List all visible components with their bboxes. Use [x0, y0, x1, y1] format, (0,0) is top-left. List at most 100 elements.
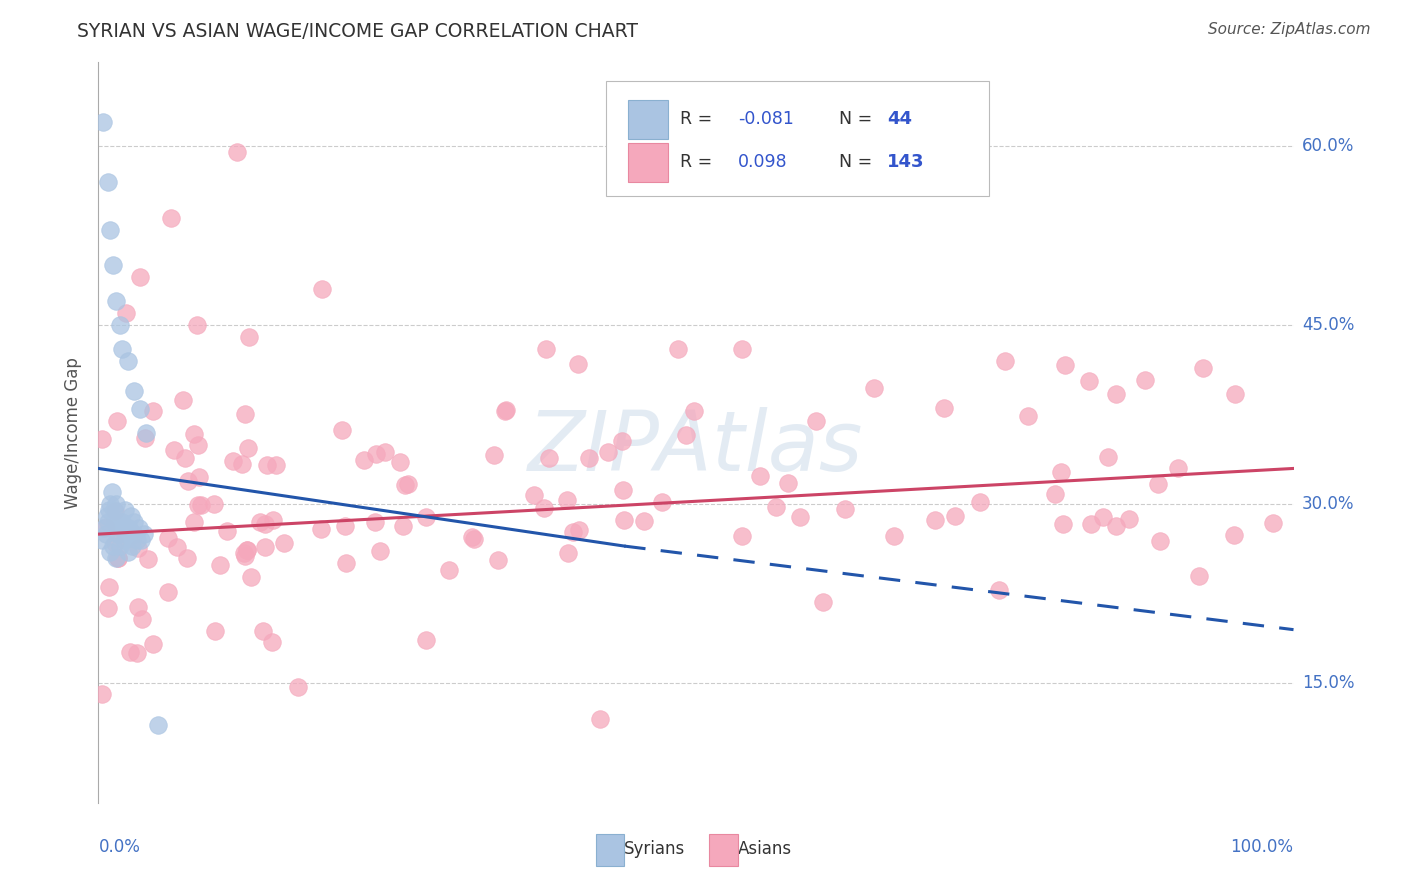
Text: 30.0%: 30.0%	[1302, 495, 1354, 513]
Point	[125, 533, 148, 547]
Point	[256, 458, 278, 472]
Y-axis label: Wage/Income Gap: Wage/Income Gap	[63, 357, 82, 508]
Point	[231, 457, 253, 471]
Point	[104, 536, 127, 550]
Point	[945, 508, 967, 523]
Point	[568, 523, 591, 537]
Point	[523, 488, 546, 502]
Point	[174, 451, 197, 466]
Point	[120, 645, 142, 659]
Point	[204, 624, 226, 639]
Point	[287, 680, 309, 694]
Text: 0.0%: 0.0%	[98, 838, 141, 855]
Point	[186, 318, 208, 333]
Point	[96, 509, 118, 524]
Point	[107, 551, 129, 566]
Point	[100, 485, 122, 500]
Point	[415, 510, 437, 524]
Point	[135, 425, 157, 440]
Point	[309, 522, 332, 536]
Point	[108, 318, 131, 333]
Point	[368, 543, 391, 558]
Point	[97, 600, 120, 615]
Text: R =: R =	[681, 111, 718, 128]
Text: Asians: Asians	[738, 839, 792, 858]
Point	[233, 407, 256, 421]
Point	[91, 533, 114, 547]
Text: R =: R =	[681, 153, 718, 171]
Point	[537, 451, 560, 466]
Point	[105, 497, 128, 511]
Point	[108, 539, 131, 553]
Text: SYRIAN VS ASIAN WAGE/INCOME GAP CORRELATION CHART: SYRIAN VS ASIAN WAGE/INCOME GAP CORRELAT…	[77, 22, 638, 41]
Point	[333, 519, 356, 533]
Point	[437, 563, 460, 577]
Point	[561, 525, 583, 540]
Point	[463, 533, 485, 547]
Point	[240, 570, 263, 584]
Point	[187, 438, 209, 452]
Point	[533, 501, 555, 516]
Point	[335, 556, 357, 570]
Point	[142, 637, 165, 651]
Point	[131, 612, 153, 626]
Point	[391, 518, 413, 533]
Point	[114, 503, 136, 517]
Point	[1077, 374, 1099, 388]
Text: 15.0%: 15.0%	[1302, 674, 1354, 692]
Point	[91, 432, 114, 446]
Point	[731, 528, 754, 542]
Point	[461, 530, 484, 544]
Point	[183, 516, 205, 530]
Point	[105, 414, 128, 428]
FancyBboxPatch shape	[628, 143, 668, 182]
Point	[1043, 486, 1066, 500]
Point	[103, 504, 125, 518]
Point	[98, 503, 121, 517]
Point	[232, 546, 254, 560]
Point	[141, 404, 163, 418]
Point	[789, 510, 811, 524]
Point	[482, 448, 505, 462]
Point	[202, 497, 225, 511]
Point	[125, 646, 148, 660]
Text: Syrians: Syrians	[624, 839, 686, 858]
Point	[101, 539, 124, 553]
Point	[969, 495, 991, 509]
Point	[107, 515, 129, 529]
Point	[495, 403, 517, 417]
Point	[988, 582, 1011, 597]
Point	[124, 527, 146, 541]
Text: 0.098: 0.098	[738, 153, 787, 171]
Point	[1133, 373, 1156, 387]
Text: ZIPAtlas: ZIPAtlas	[529, 407, 863, 488]
Point	[311, 282, 333, 296]
Point	[1263, 516, 1285, 531]
Point	[115, 527, 138, 541]
Point	[683, 404, 706, 418]
Point	[613, 513, 636, 527]
Point	[415, 633, 437, 648]
Point	[91, 115, 114, 129]
Point	[651, 495, 673, 509]
Point	[765, 500, 787, 515]
Point	[273, 536, 295, 550]
Point	[555, 492, 578, 507]
Text: N =: N =	[839, 111, 879, 128]
Point	[111, 515, 134, 529]
Point	[105, 294, 128, 309]
Point	[187, 470, 209, 484]
Point	[993, 354, 1015, 368]
Point	[1092, 509, 1115, 524]
Point	[128, 521, 150, 535]
FancyBboxPatch shape	[596, 834, 624, 866]
FancyBboxPatch shape	[628, 100, 668, 138]
Point	[236, 542, 259, 557]
Point	[159, 211, 181, 225]
Point	[589, 712, 612, 726]
Point	[162, 442, 184, 457]
Point	[98, 581, 121, 595]
Point	[567, 357, 589, 371]
Point	[1054, 358, 1077, 372]
Point	[254, 517, 277, 532]
